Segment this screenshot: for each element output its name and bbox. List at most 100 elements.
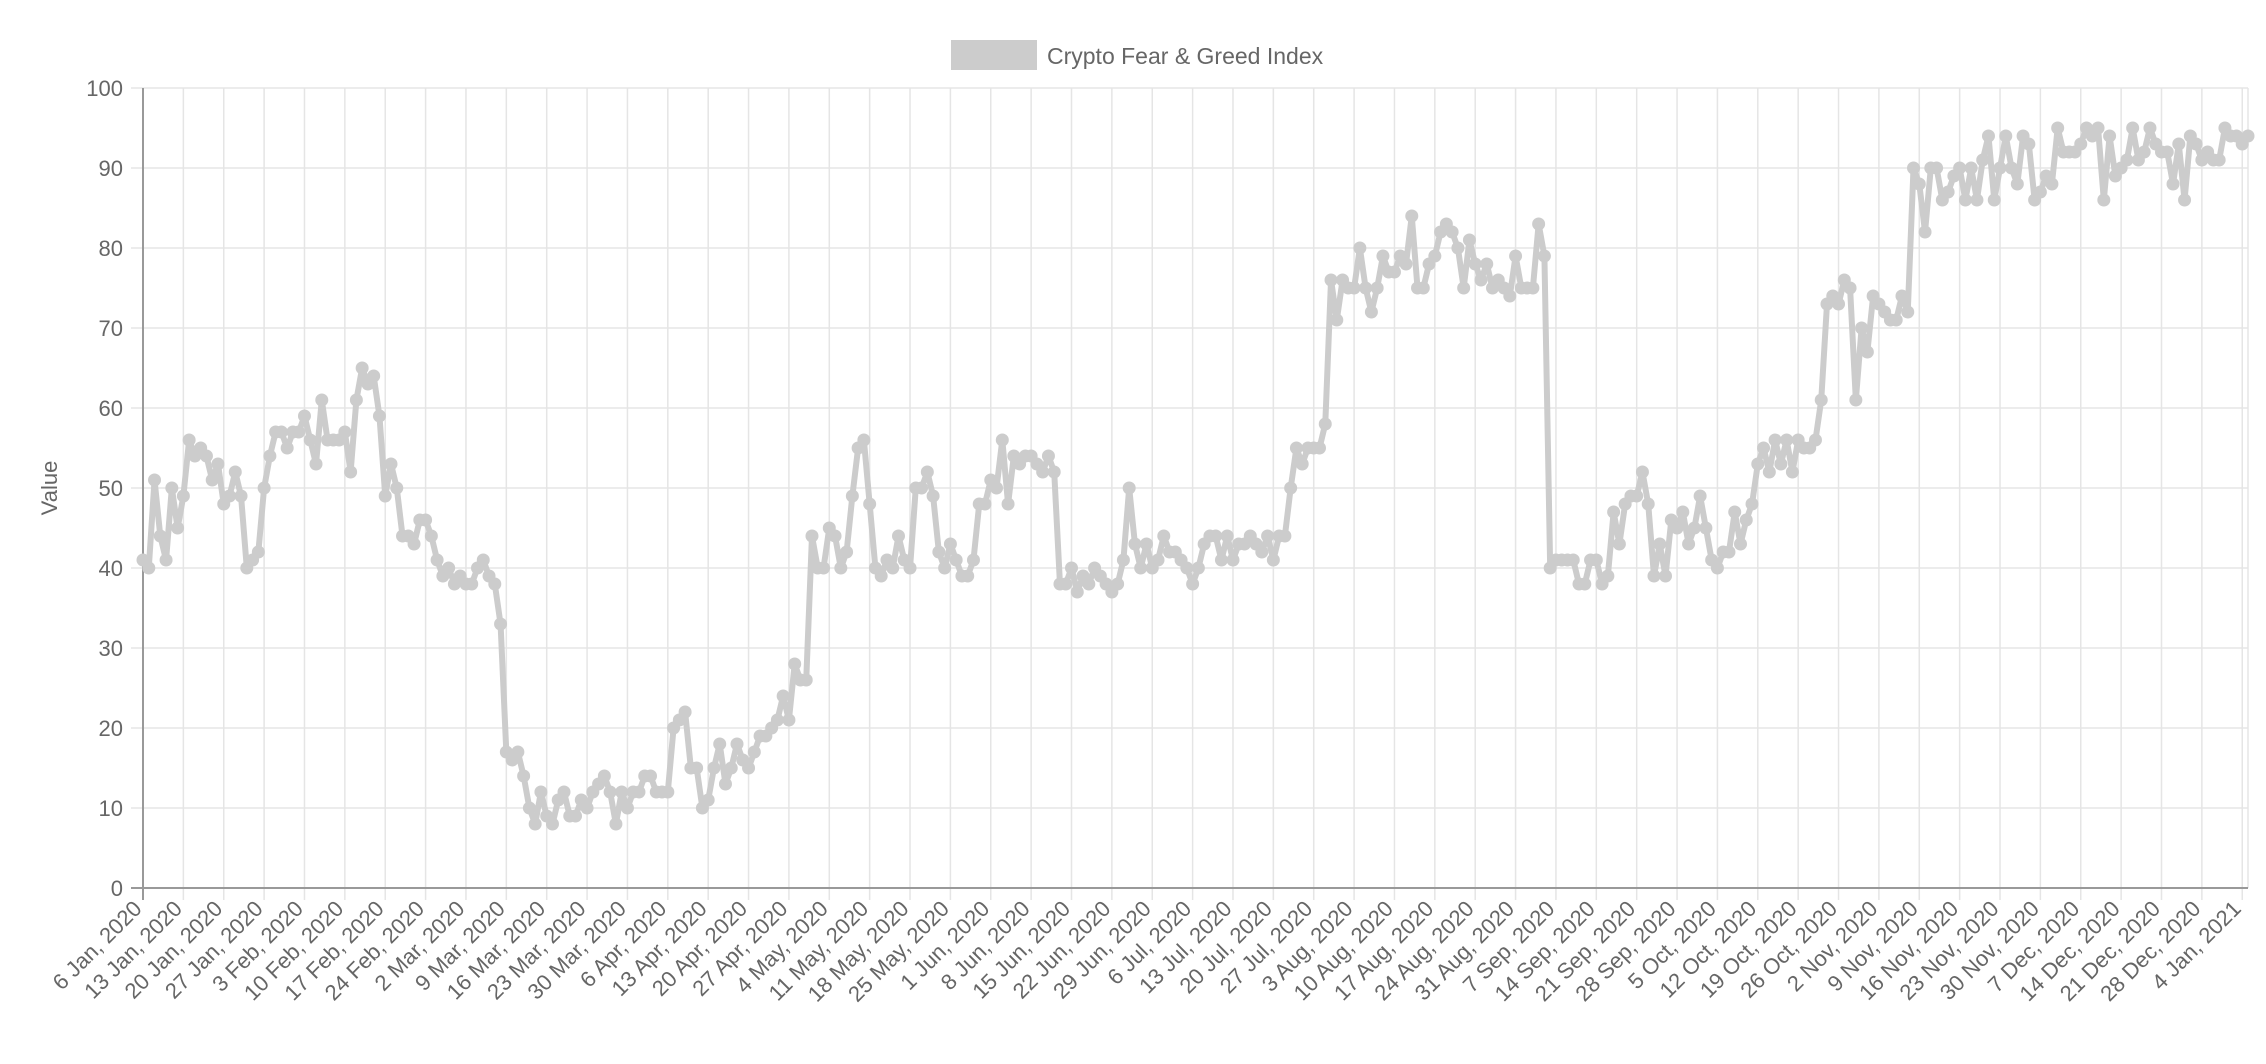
data-point [1722,545,1736,559]
y-tick-label: 10 [99,796,123,821]
data-point [840,545,854,559]
data-point [730,737,744,751]
data-point [742,761,756,775]
data-point [863,497,877,511]
data-point [1745,497,1759,511]
data-point [828,529,842,543]
data-point [205,473,219,487]
data-point [1047,465,1061,479]
legend-label[interactable]: Crypto Fear & Greed Index [1047,43,1324,69]
data-point [309,457,323,471]
data-point [315,393,329,407]
data-point [1578,577,1592,591]
data-point [1676,505,1690,519]
data-point [153,529,167,543]
data-point [1445,225,1459,239]
data-point [1987,193,2001,207]
y-tick-label: 0 [111,876,123,901]
legend[interactable]: Crypto Fear & Greed Index [951,40,1324,70]
data-point [1318,417,1332,431]
data-point [966,553,980,567]
data-point [251,545,265,559]
legend-swatch[interactable] [951,40,1037,70]
data-point [938,561,952,575]
data-point [2166,177,2180,191]
data-point [891,529,905,543]
data-point [817,561,831,575]
data-point [1612,537,1626,551]
data-point [915,481,929,495]
data-point [557,785,571,799]
data-point [961,569,975,583]
data-point [176,489,190,503]
data-point [1699,521,1713,535]
data-point [1474,273,1488,287]
data-point [1751,457,1765,471]
series-line [140,125,2251,827]
data-point [1757,441,1771,455]
data-point [1001,497,1015,511]
data-point [1647,569,1661,583]
data-point [857,433,871,447]
data-point [782,713,796,727]
data-point [1889,313,1903,327]
data-point [303,433,317,447]
data-point [338,425,352,439]
data-point [776,689,790,703]
data-point [2010,177,2024,191]
data-point [142,561,156,575]
data-point [1139,537,1153,551]
data-point [1353,241,1367,255]
data-point [1589,553,1603,567]
data-point [2189,137,2203,151]
data-point [1480,257,1494,271]
data-point [476,553,490,567]
data-point [1509,249,1523,263]
data-point [2033,185,2047,199]
data-point [1128,537,1142,551]
data-point [2005,161,2019,175]
data-point [1993,161,2007,175]
data-point [1526,281,1540,295]
data-point [874,569,888,583]
data-point [1653,537,1667,551]
data-point [609,817,623,831]
data-point [1226,553,1240,567]
data-point [2160,145,2174,159]
data-point [2051,121,2065,135]
data-point [355,361,369,375]
data-point [1330,313,1344,327]
data-point [367,369,381,383]
data-point [488,577,502,591]
data-point [263,449,277,463]
data-point [805,529,819,543]
data-point [845,489,859,503]
data-point [597,769,611,783]
data-point [522,801,536,815]
data-point [1059,577,1073,591]
data-point [1111,577,1125,591]
data-point [1641,497,1655,511]
data-point [1964,161,1978,175]
data-point [1941,185,1955,199]
data-point [257,481,271,495]
data-point [465,577,479,591]
data-point [1278,529,1292,543]
data-point [1289,441,1303,455]
data-point [1416,281,1430,295]
data-point [1785,465,1799,479]
data-point [1832,297,1846,311]
data-point [886,561,900,575]
data-point [1768,433,1782,447]
data-point [297,409,311,423]
data-point [199,449,213,463]
data-point [511,745,525,759]
data-point [1220,529,1234,543]
data-point [1630,489,1644,503]
data-point [280,441,294,455]
data-point [943,537,957,551]
data-point [644,769,658,783]
data-point [1953,161,1967,175]
data-point [528,817,542,831]
data-point [1082,577,1096,591]
